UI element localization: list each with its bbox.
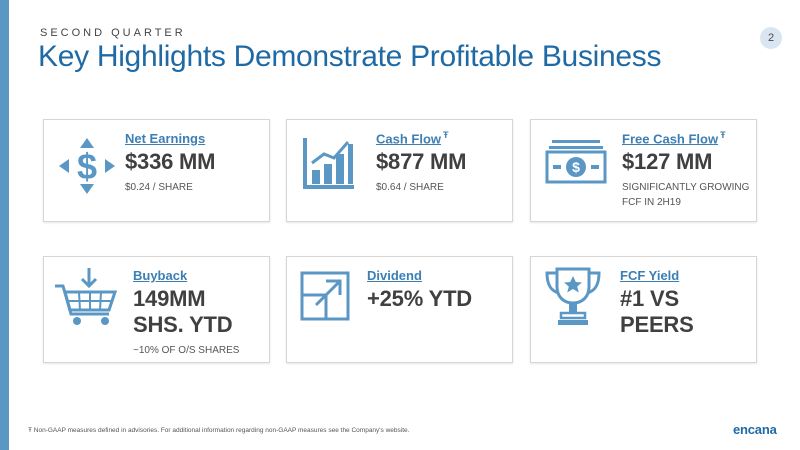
dollar-arrows-icon: $ <box>56 135 118 202</box>
shopping-cart-icon <box>53 266 121 333</box>
trophy-icon <box>543 265 603 332</box>
cash-flow-label[interactable]: Cash Flow Ŧ <box>376 130 449 147</box>
free-cash-flow-sub-line-2: FCF IN 2H19 <box>622 197 681 209</box>
non-gaap-mark: Ŧ <box>443 130 449 140</box>
card-net-earnings: $ Net Earnings $336 MM $0.24 / SHARE <box>43 119 270 222</box>
svg-text:$: $ <box>77 146 97 187</box>
card-buyback: Buyback 149MM SHS. YTD ~10% OF O/S SHARE… <box>43 256 270 363</box>
dividend-label[interactable]: Dividend <box>367 268 422 283</box>
net-earnings-value: $336 MM <box>125 149 216 174</box>
buyback-value: 149MM SHS. YTD <box>133 286 239 338</box>
buyback-sub: ~10% OF O/S SHARES <box>133 345 240 356</box>
footnote: Ŧ Non-GAAP measures defined in advisorie… <box>28 427 410 434</box>
fcf-yield-value: #1 VS PEERS <box>620 286 694 337</box>
section-eyebrow: SECOND QUARTER <box>40 27 186 39</box>
net-earnings-label[interactable]: Net Earnings <box>125 131 206 146</box>
cash-bill-icon: $ <box>544 137 608 190</box>
free-cash-flow-label[interactable]: Free Cash Flow Ŧ <box>622 130 726 147</box>
card-cash-flow: Cash Flow Ŧ $877 MM $0.64 / SHARE <box>286 119 513 222</box>
card-dividend: Dividend +25% YTD <box>286 256 513 363</box>
fcf-yield-label[interactable]: FCF Yield <box>620 268 680 283</box>
free-cash-flow-sub-line-1: SIGNIFICANTLY GROWING <box>622 182 750 194</box>
net-earnings-sub: $0.24 / SHARE <box>125 182 193 193</box>
expand-arrow-icon <box>300 271 350 326</box>
buyback-value-line-1: 149MM <box>133 286 206 311</box>
non-gaap-mark: Ŧ <box>720 130 726 140</box>
free-cash-flow-sub: SIGNIFICANTLY GROWING FCF IN 2H19 <box>622 180 749 210</box>
free-cash-flow-value: $127 MM <box>622 149 713 175</box>
buyback-value-line-2: SHS. YTD <box>133 312 233 337</box>
encana-logo: encana <box>733 422 777 437</box>
buyback-label[interactable]: Buyback <box>133 268 188 283</box>
left-accent-bar <box>0 0 9 450</box>
slide-title: Key Highlights Demonstrate Profitable Bu… <box>38 40 662 73</box>
cash-flow-sub: $0.64 / SHARE <box>376 182 444 194</box>
dividend-value: +25% YTD <box>367 286 472 311</box>
card-fcf-yield: FCF Yield #1 VS PEERS <box>530 256 757 363</box>
card-free-cash-flow: $ Free Cash Flow Ŧ $127 MM SIGNIFICANTLY … <box>530 119 757 222</box>
cash-flow-value: $877 MM <box>376 149 467 175</box>
bar-chart-icon <box>302 136 356 195</box>
page-number-badge: 2 <box>760 27 782 49</box>
svg-text:$: $ <box>572 159 580 175</box>
